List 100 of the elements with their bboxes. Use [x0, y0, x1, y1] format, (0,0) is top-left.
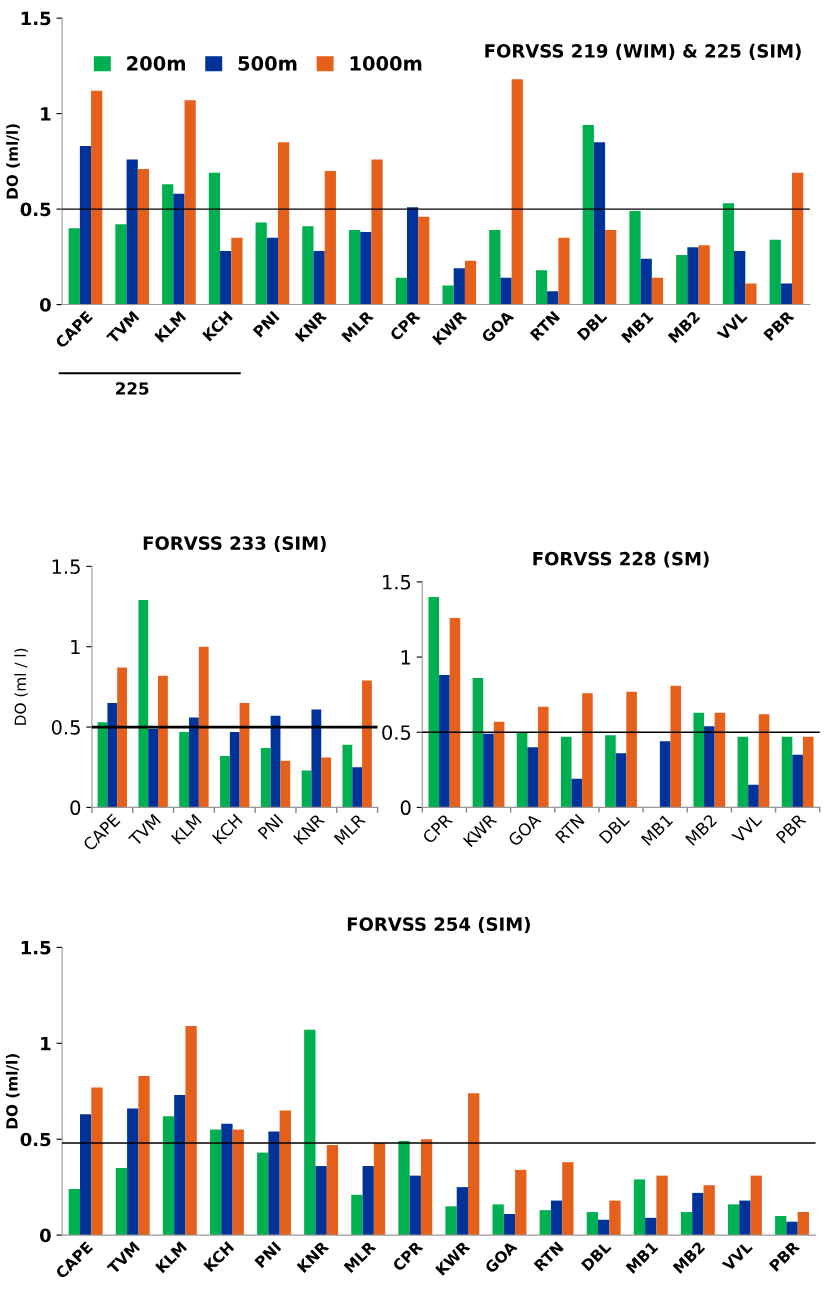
- bar: [173, 193, 185, 305]
- bar: [174, 1095, 186, 1236]
- bar: [117, 667, 127, 808]
- bar: [645, 1217, 657, 1236]
- bar: [703, 1185, 715, 1236]
- bar: [162, 1116, 175, 1236]
- bar: [97, 722, 108, 808]
- bar: [780, 283, 793, 305]
- bar: [734, 251, 746, 305]
- y-tick-label: 1: [41, 107, 51, 121]
- bar: [640, 258, 652, 305]
- bar: [714, 712, 726, 808]
- bar: [439, 675, 450, 808]
- bar: [266, 237, 278, 305]
- x-tick-label: DBL: [598, 812, 630, 844]
- bar: [373, 1143, 386, 1236]
- bar: [693, 712, 705, 808]
- bar: [692, 1192, 704, 1236]
- y-tick-label: 1.5: [21, 11, 51, 26]
- y-axis-title: DO (ml / l): [14, 648, 28, 725]
- bar: [792, 172, 804, 305]
- bar: [468, 1093, 480, 1236]
- bar: [395, 277, 407, 305]
- bar: [629, 211, 641, 305]
- bar: [255, 222, 267, 305]
- bar: [315, 1166, 327, 1236]
- bar: [148, 728, 159, 808]
- bar: [91, 90, 103, 305]
- bar: [185, 1026, 197, 1236]
- legend-label: 500m: [238, 56, 297, 71]
- bar: [232, 1129, 244, 1236]
- bar: [220, 755, 230, 808]
- bar: [162, 184, 174, 305]
- bar: [615, 753, 627, 808]
- bar: [550, 1200, 563, 1236]
- y-tick-label: 1.5: [383, 575, 411, 590]
- y-tick-label: 0: [70, 800, 81, 816]
- bar: [184, 100, 196, 305]
- bar: [91, 1087, 103, 1236]
- bar: [659, 741, 671, 808]
- text: FORVSS 219 (WIM) & 225 (SIM): [485, 43, 801, 60]
- bar: [107, 702, 118, 808]
- bar: [748, 784, 759, 808]
- bar: [489, 230, 501, 305]
- bar: [115, 224, 127, 305]
- bar: [304, 1029, 316, 1236]
- bar: [511, 79, 523, 305]
- bar: [745, 283, 757, 305]
- bar: [158, 675, 168, 808]
- bar: [586, 1212, 599, 1236]
- bar: [516, 732, 528, 808]
- chart-title: FORVSS 233 (SIM): [143, 535, 326, 553]
- bar: [445, 1206, 457, 1236]
- bar: [442, 285, 454, 305]
- y-tick-label: 1: [401, 650, 411, 665]
- bar: [208, 172, 221, 305]
- bar: [449, 617, 461, 808]
- bar: [605, 230, 617, 305]
- bar: [126, 159, 138, 305]
- x-tick-label: VVL: [731, 812, 763, 844]
- y-tick-label: 0: [39, 1228, 51, 1243]
- bar: [527, 747, 538, 808]
- y-tick-label: 1.5: [21, 941, 51, 955]
- bar: [321, 757, 332, 808]
- bar: [680, 1212, 693, 1236]
- x-tick-label: VVL: [716, 310, 748, 342]
- bar: [493, 721, 505, 808]
- y-axis-title: DO (ml/l): [5, 1054, 20, 1129]
- y-tick-label: 0: [39, 298, 51, 312]
- bar: [792, 754, 803, 808]
- y-axis-title: DO (ml/l): [6, 124, 20, 199]
- bar: [398, 1141, 410, 1236]
- bar: [220, 251, 232, 305]
- bar: [209, 1129, 222, 1236]
- bar: [609, 1200, 621, 1236]
- bar: [127, 1108, 139, 1236]
- bar: [758, 714, 770, 808]
- bar: [301, 770, 312, 808]
- bar: [115, 1167, 128, 1236]
- bar: [179, 731, 190, 808]
- bar: [352, 767, 363, 808]
- bar: [562, 1162, 574, 1236]
- bar: [500, 277, 512, 305]
- bar: [539, 1210, 551, 1236]
- bar: [351, 1194, 363, 1236]
- bar: [198, 646, 209, 808]
- bar: [456, 1187, 469, 1236]
- bar: [483, 733, 494, 808]
- bar: [582, 693, 593, 808]
- chart-title: FORVSS 254 (SIM): [347, 917, 530, 934]
- bar: [571, 778, 583, 808]
- bar: [775, 1215, 787, 1236]
- text: 225: [116, 382, 149, 395]
- bar: [560, 736, 572, 808]
- bar: [582, 125, 594, 305]
- bar: [670, 685, 682, 808]
- bar: [189, 717, 199, 808]
- bar: [326, 1144, 339, 1236]
- bar: [360, 232, 372, 305]
- bar: [371, 159, 383, 305]
